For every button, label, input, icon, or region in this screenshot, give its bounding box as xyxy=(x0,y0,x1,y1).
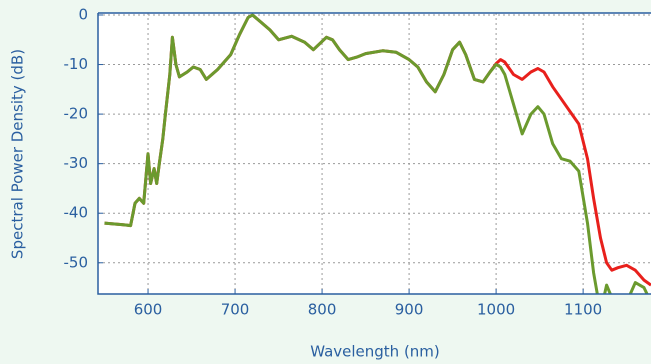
x-tick-label: 600 xyxy=(134,301,163,319)
y-tick-label: 0 xyxy=(78,5,88,23)
y-tick-label: -50 xyxy=(64,253,89,271)
series-line xyxy=(104,13,649,294)
y-axis-label: Spectral Power Density (dB) xyxy=(9,49,27,259)
x-axis-label: Wavelength (nm) xyxy=(310,343,440,361)
plot-area xyxy=(98,13,651,294)
y-tick-label: -20 xyxy=(64,105,89,123)
y-tick-label: -10 xyxy=(64,55,89,73)
x-tick-label: 1100 xyxy=(564,301,602,319)
x-tick-label: 700 xyxy=(221,301,250,319)
x-tick-label: 1000 xyxy=(477,301,515,319)
x-tick-label: 900 xyxy=(395,301,424,319)
axes xyxy=(97,12,651,295)
y-tick-label: -30 xyxy=(64,154,89,172)
lines xyxy=(104,13,651,294)
x-tick-label: 800 xyxy=(308,301,337,319)
y-tick-label: -40 xyxy=(64,204,89,222)
